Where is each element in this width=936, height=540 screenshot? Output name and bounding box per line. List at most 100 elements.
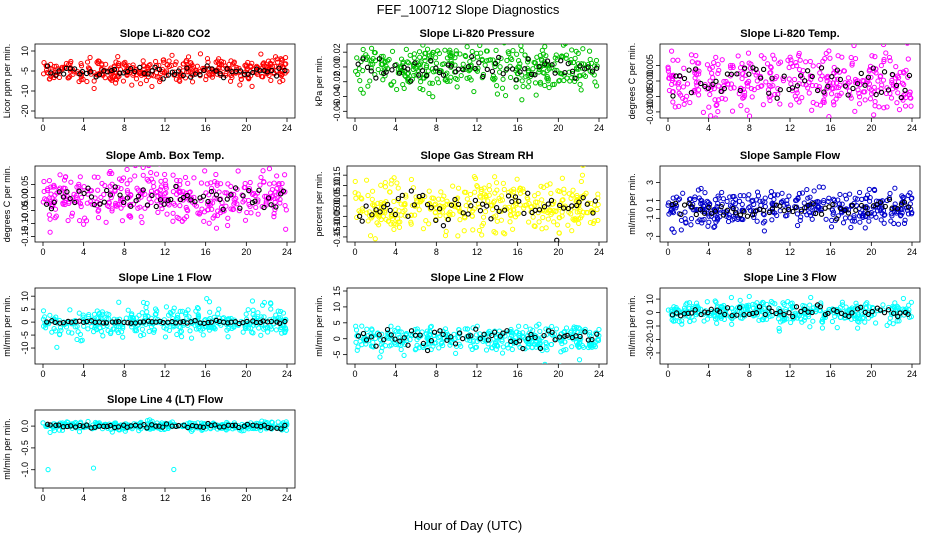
data-point-summary [793, 304, 800, 310]
data-point [587, 219, 594, 226]
data-point [482, 191, 488, 197]
data-point [253, 204, 259, 211]
data-point [739, 75, 745, 82]
data-point [572, 216, 578, 222]
data-point-summary [420, 192, 426, 199]
data-point [668, 48, 675, 54]
data-point-summary [115, 424, 122, 430]
data-point [107, 183, 113, 189]
data-point-summary [465, 211, 471, 217]
data-point-summary [672, 200, 679, 206]
data-point [745, 304, 752, 310]
data-point [694, 60, 700, 66]
data-point [247, 179, 253, 186]
data-point [439, 339, 445, 345]
data-point [507, 219, 513, 225]
data-point [515, 58, 522, 64]
data-point [817, 102, 824, 108]
data-point-summary [149, 68, 155, 74]
data-point [678, 227, 684, 233]
data-point [267, 324, 274, 330]
x-tick-label: 24 [907, 247, 917, 257]
data-point [576, 202, 582, 208]
data-point-summary [786, 310, 792, 316]
data-point [481, 185, 487, 191]
data-point [283, 226, 289, 232]
data-point-summary [274, 319, 280, 325]
data-point [881, 58, 887, 65]
data-point [866, 68, 872, 74]
data-point-summary [556, 202, 563, 209]
x-tick-label: 4 [81, 123, 86, 133]
data-point [78, 77, 84, 83]
data-point [492, 63, 498, 70]
data-point [255, 211, 261, 217]
data-point [768, 189, 774, 195]
data-point-summary [891, 310, 897, 316]
x-tick-label: 8 [434, 369, 439, 379]
data-point [686, 300, 693, 306]
data-point [109, 208, 115, 214]
data-point [859, 213, 865, 219]
data-point [721, 78, 727, 85]
data-point [255, 310, 261, 316]
data-point [182, 174, 189, 181]
data-point-summary [411, 202, 417, 208]
data-point [670, 195, 676, 201]
data-point-summary [850, 85, 856, 92]
data-point [707, 66, 713, 72]
data-point-summary [766, 305, 772, 311]
data-point [843, 84, 850, 90]
data-point [569, 192, 575, 198]
data-point [768, 64, 774, 71]
data-point [139, 326, 146, 332]
data-point [391, 175, 397, 181]
data-point [463, 53, 469, 60]
data-point-summary [829, 73, 835, 80]
data-point [439, 196, 445, 202]
data-point [532, 193, 538, 199]
data-point-summary [885, 307, 892, 313]
data-point-summary [512, 194, 519, 200]
data-point-summary [408, 328, 415, 334]
data-point-summary [492, 60, 499, 67]
data-point [48, 73, 54, 80]
data-point [802, 303, 808, 309]
data-point-summary [834, 216, 840, 222]
data-point [580, 166, 586, 168]
x-tick-label: 4 [393, 369, 398, 379]
data-point [243, 323, 249, 329]
data-point [719, 189, 725, 196]
data-point-summary [65, 318, 71, 325]
data-point [512, 214, 519, 220]
data-point [841, 68, 847, 74]
data-point-summary [717, 309, 723, 315]
data-point [275, 308, 281, 314]
data-point [423, 331, 429, 337]
data-point [680, 190, 686, 196]
x-tick-label: 4 [706, 247, 711, 257]
data-point [676, 90, 682, 96]
data-point [496, 195, 502, 201]
data-point [442, 232, 449, 239]
data-point [429, 340, 435, 346]
data-point [762, 195, 768, 201]
data-point [678, 217, 685, 223]
data-point [452, 350, 459, 357]
data-point [244, 424, 250, 431]
data-point [267, 60, 273, 66]
data-point [810, 318, 816, 324]
data-point [80, 312, 86, 318]
data-point [244, 209, 250, 216]
data-point [479, 223, 485, 229]
data-point [520, 186, 526, 192]
data-point-summary [496, 54, 502, 61]
data-point [114, 66, 120, 73]
data-point [46, 212, 52, 218]
data-point [446, 211, 452, 217]
data-point-summary [479, 201, 486, 207]
data-point-summary [57, 320, 63, 326]
data-point-summary [200, 424, 207, 430]
data-point [115, 201, 121, 208]
